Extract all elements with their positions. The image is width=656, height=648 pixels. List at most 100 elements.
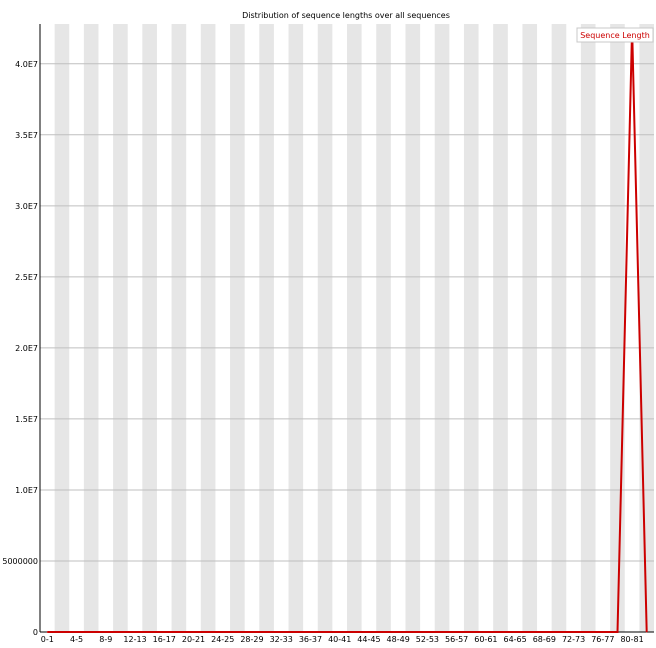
x-tick-label: 40-41 — [328, 635, 351, 644]
category-band — [54, 24, 70, 632]
category-band — [376, 24, 391, 632]
data-point — [558, 631, 560, 633]
y-tick-label: 1.0E7 — [15, 486, 38, 495]
data-point — [485, 631, 487, 633]
data-point — [90, 631, 92, 633]
data-point — [646, 631, 648, 633]
category-band — [230, 24, 245, 632]
x-tick-label: 56-57 — [445, 635, 468, 644]
data-point — [587, 631, 589, 633]
legend: Sequence Length — [576, 27, 654, 43]
legend-box — [576, 27, 654, 43]
data-point — [353, 631, 355, 633]
x-tick-label: 72-73 — [562, 635, 585, 644]
y-tick-label: 3.0E7 — [15, 202, 38, 211]
data-point — [426, 631, 428, 633]
grid-group — [40, 63, 654, 562]
data-point — [76, 631, 78, 633]
chart-title: Distribution of sequence lengths over al… — [242, 11, 450, 20]
series-line — [47, 28, 648, 633]
data-point — [46, 631, 48, 633]
data-point — [280, 631, 282, 633]
y-tick-label: 0 — [33, 628, 38, 637]
category-band — [463, 24, 479, 632]
data-point — [324, 631, 326, 633]
data-point — [543, 631, 545, 633]
category-band — [610, 24, 625, 632]
category-band — [347, 24, 362, 632]
data-point — [193, 631, 194, 633]
x-tick-label: 52-53 — [416, 635, 439, 644]
x-tick-label: 32-33 — [270, 635, 293, 644]
data-point — [309, 631, 311, 633]
x-tick-label: 20-21 — [182, 635, 205, 644]
category-band — [493, 24, 508, 632]
data-point — [149, 631, 151, 633]
data-point — [222, 631, 224, 633]
data-point — [368, 631, 370, 633]
data-point — [470, 631, 472, 633]
x-tick-label: 44-45 — [357, 635, 380, 644]
data-point — [383, 631, 385, 633]
data-point — [163, 631, 165, 633]
y-tick-label: 1.5E7 — [15, 415, 38, 424]
x-tick-label: 64-65 — [503, 635, 526, 644]
y-tick-label: 4.0E7 — [15, 60, 38, 69]
data-point — [119, 631, 121, 633]
y-tick-label: 5000000 — [2, 557, 38, 566]
data-point — [134, 631, 136, 633]
data-point — [61, 631, 63, 633]
data-point — [412, 631, 414, 633]
data-point — [602, 631, 604, 633]
data-point — [266, 631, 268, 633]
x-tick-label: 8-9 — [99, 635, 112, 644]
band-group — [54, 24, 654, 632]
category-band — [259, 24, 274, 632]
data-point — [295, 631, 297, 633]
y-tick-label: 2.5E7 — [15, 273, 38, 282]
x-tick-label: 4-5 — [70, 635, 83, 644]
x-tick-label: 12-13 — [123, 635, 146, 644]
category-band — [522, 24, 538, 632]
x-tick-label: 60-61 — [474, 635, 497, 644]
data-point — [207, 631, 209, 633]
data-point — [178, 631, 180, 633]
data-point — [397, 631, 399, 633]
category-band — [142, 24, 157, 632]
data-point — [441, 631, 443, 633]
x-tick-label: 28-29 — [240, 635, 263, 644]
data-point — [500, 631, 501, 633]
legend-label-sequence-length: Sequence Length — [580, 31, 650, 40]
data-point — [339, 631, 341, 633]
category-band — [288, 24, 304, 632]
data-point — [456, 631, 458, 633]
category-band — [83, 24, 99, 632]
data-point — [573, 631, 575, 633]
x-tick-labels: 0-1 4-5 8-9 12-13 16-17 20-21 24-25 28-29 32-33 3… — [41, 635, 644, 644]
data-point — [236, 631, 238, 633]
y-tick-labels: 0 5000000 1.0E7 1.5E7 2.0E7 2.5E7 3.0E7 3.5E7 4.… — [2, 60, 38, 637]
x-tick-label: 48-49 — [387, 635, 410, 644]
x-tick-label: 24-25 — [211, 635, 234, 644]
category-band — [551, 24, 567, 632]
data-point — [529, 631, 531, 633]
category-band — [405, 24, 421, 632]
category-band — [113, 24, 128, 632]
x-tick-label: 68-69 — [533, 635, 556, 644]
category-band — [317, 24, 333, 632]
data-point — [514, 631, 516, 633]
x-tick-label: 36-37 — [299, 635, 322, 644]
category-band — [639, 24, 654, 632]
category-band — [434, 24, 450, 632]
x-tick-label: 16-17 — [153, 635, 176, 644]
series-group — [46, 27, 648, 633]
category-band — [580, 24, 596, 632]
x-tick-label: 0-1 — [41, 635, 54, 644]
y-tick-label: 2.0E7 — [15, 344, 38, 353]
y-tick-label: 3.5E7 — [15, 131, 38, 140]
category-band — [171, 24, 187, 632]
x-tick-label: 76-77 — [591, 635, 614, 644]
data-point — [105, 631, 107, 633]
data-point — [251, 631, 253, 633]
